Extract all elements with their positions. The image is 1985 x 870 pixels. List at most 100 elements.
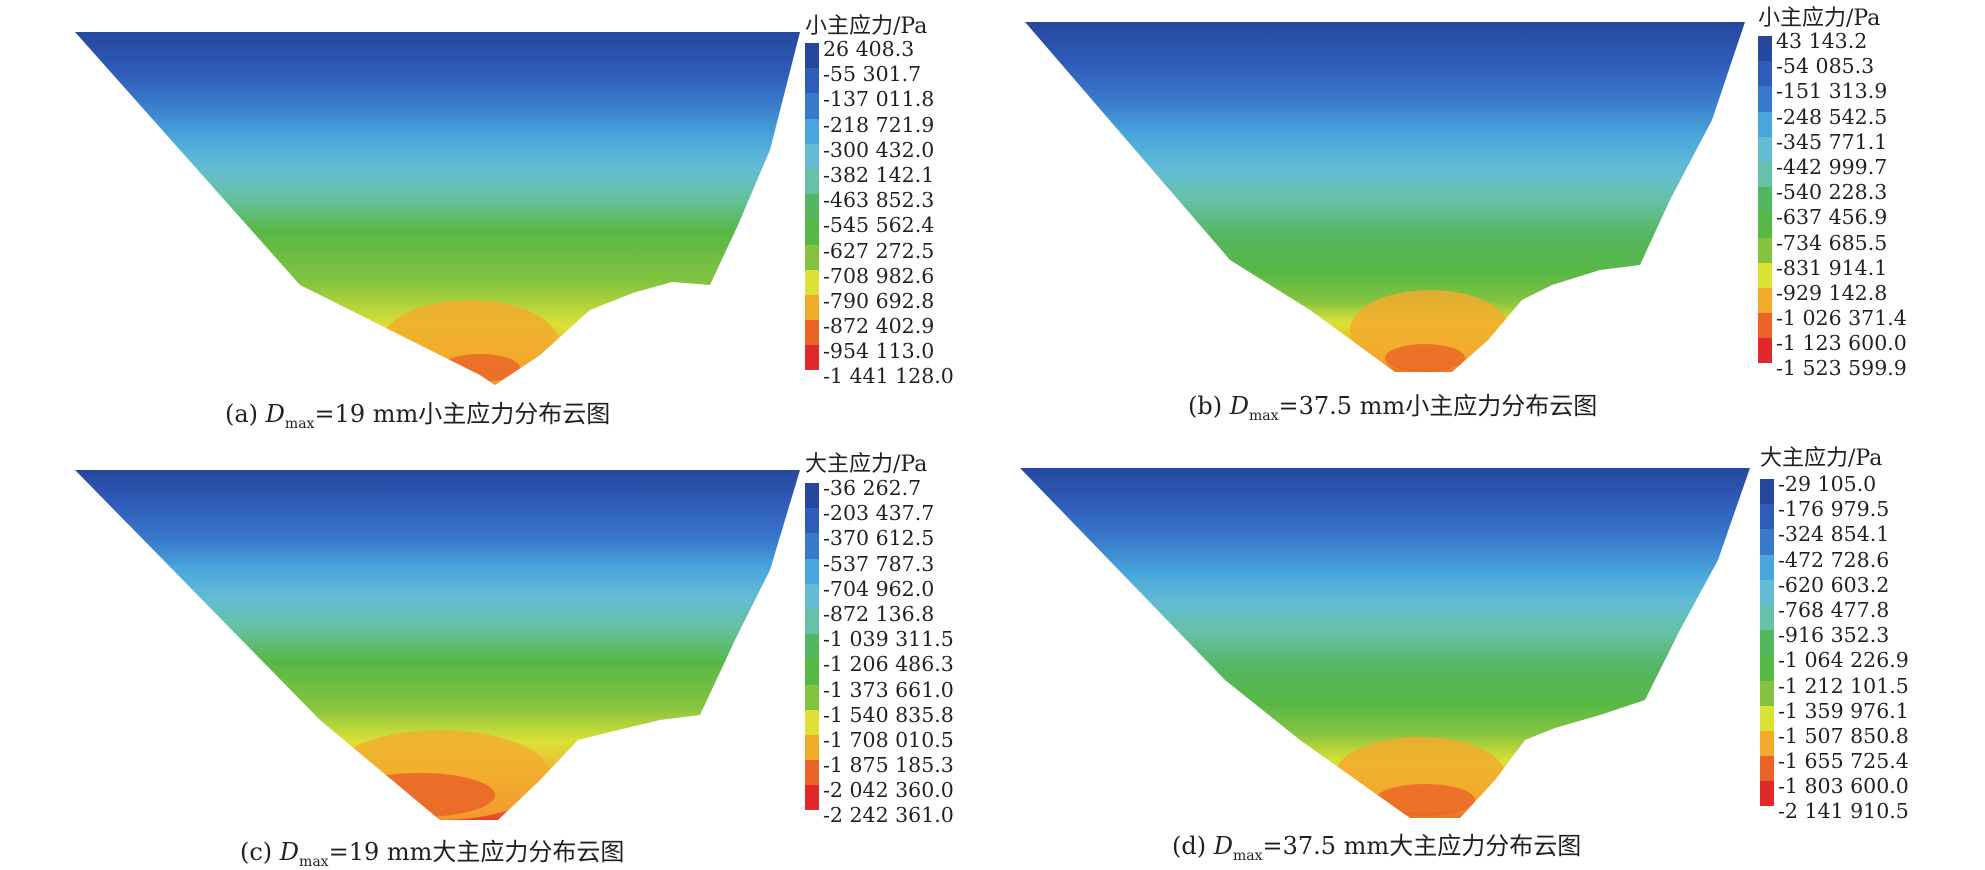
- legend-tick-label: -472 728.6: [1778, 547, 1890, 572]
- legend-tick-label: -704 962.0: [823, 576, 935, 601]
- legend-tick-label: -1 026 371.4: [1776, 306, 1907, 331]
- legend-tick-label: -1 507 850.8: [1778, 723, 1909, 748]
- legend-tick-label: -176 979.5: [1778, 497, 1890, 522]
- legend-swatch: [805, 508, 819, 534]
- legend-tick-label: -627 272.5: [823, 238, 935, 263]
- legend-swatch: [805, 118, 819, 144]
- legend-swatch: [1758, 287, 1772, 314]
- legend-swatch: [1758, 161, 1772, 188]
- legend-swatch: [1758, 111, 1772, 137]
- legend-swatch: [1760, 554, 1774, 580]
- legend-tick-label: -370 612.5: [823, 526, 935, 551]
- legend-swatch: [805, 785, 819, 811]
- legend-ticks-d: -29 105.0 -176 979.5 -324 854.1 -472 728.6-…: [1778, 472, 1909, 825]
- contour-peak-d: [1375, 784, 1475, 816]
- legend-swatch: [805, 68, 819, 94]
- legend-swatch: [805, 608, 819, 635]
- legend-tick-label: -1 359 976.1: [1778, 698, 1909, 723]
- legend-tick-label: -1 655 725.4: [1778, 749, 1909, 774]
- legend-title-c: 大主应力/Pa: [805, 452, 928, 477]
- legend-swatch: [1760, 604, 1774, 631]
- legend-title-a: 小主应力/Pa: [805, 14, 928, 39]
- legend-tick-label: -203 437.7: [823, 501, 935, 526]
- legend-colorbar-d: [1760, 479, 1774, 807]
- legend-tick-label: -872 402.9: [823, 314, 935, 339]
- legend-tick-label: -2 042 360.0: [823, 778, 954, 803]
- legend-tick-label: -1 212 101.5: [1778, 673, 1909, 698]
- legend-tick-label: -916 352.3: [1778, 623, 1890, 648]
- legend-tick-label: -218 721.9: [823, 112, 935, 137]
- legend-ticks-c: -36 262.7 -203 437.7 -370 612.5 -537 787.3-…: [823, 476, 954, 829]
- legend-swatch: [1760, 705, 1774, 731]
- legend-tick-label: -831 914.1: [1776, 255, 1888, 280]
- legend-swatch: [805, 709, 819, 735]
- legend-tick-label: -54 085.3: [1776, 54, 1875, 79]
- legend-swatch: [805, 244, 819, 270]
- legend-tick-label: -620 603.2: [1778, 572, 1890, 597]
- legend-swatch: [1758, 313, 1772, 339]
- legend-swatch: [805, 734, 819, 761]
- legend-tick-label: -55 301.7: [823, 62, 922, 87]
- legend-tick-label: -540 228.3: [1776, 180, 1888, 205]
- legend-swatch: [805, 483, 819, 509]
- legend-swatch: [805, 93, 819, 119]
- caption-d: (d) Dmax=37.5 mm大主应力分布云图: [1172, 832, 1582, 864]
- legend-swatch: [805, 659, 819, 685]
- legend-swatch: [805, 43, 819, 69]
- legend-colorbar-c: [805, 483, 819, 811]
- legend-tick-label: -1 039 311.5: [823, 627, 954, 652]
- legend-swatch: [805, 168, 819, 195]
- legend-tick-label: -151 313.9: [1776, 79, 1888, 104]
- legend-ticks-b: 43 143.2 -54 085.3 -151 313.9 -248 542.5 -34…: [1776, 29, 1907, 382]
- legend-tick-label: -1 875 185.3: [823, 753, 954, 778]
- legend-swatch: [1758, 237, 1772, 263]
- legend-tick-label: -1 064 226.9: [1778, 648, 1909, 673]
- legend-swatch: [1758, 86, 1772, 112]
- legend-swatch: [1760, 579, 1774, 605]
- legend-swatch: [805, 219, 819, 245]
- legend-title-d: 大主应力/Pa: [1760, 446, 1883, 471]
- legend-tick-label: -768 477.8: [1778, 597, 1890, 622]
- legend-tick-label: -2 141 910.5: [1778, 799, 1909, 824]
- legend-swatch: [805, 194, 819, 220]
- legend-tick-label: -463 852.3: [823, 188, 935, 213]
- legend-swatch: [1760, 529, 1774, 555]
- legend-swatch: [805, 143, 819, 169]
- legend-tick-label: -1 708 010.5: [823, 727, 954, 752]
- legend-tick-label: -545 562.4: [823, 213, 935, 238]
- legend-colorbar-b: [1758, 36, 1772, 364]
- legend-swatch: [805, 684, 819, 710]
- legend-tick-label: -1 523 599.9: [1776, 356, 1907, 381]
- legend-tick-label: -382 142.1: [823, 162, 935, 187]
- legend-tick-label: -29 105.0: [1778, 472, 1877, 496]
- legend-swatch: [1760, 479, 1774, 505]
- contour-hotspot-b: [1350, 290, 1510, 370]
- legend-swatch: [1760, 630, 1774, 656]
- caption-c: (c) Dmax=19 mm大主应力分布云图: [240, 838, 625, 870]
- legend-swatch: [805, 634, 819, 660]
- legend-swatch: [1758, 212, 1772, 238]
- legend-ticks-a: 26 408.3 -55 301.7 -137 011.8 -218 721.9 -30…: [823, 37, 954, 390]
- legend-tick-label: -790 692.8: [823, 288, 935, 313]
- legend-tick-label: -1 206 486.3: [823, 652, 954, 677]
- legend-tick-label: -248 542.5: [1776, 104, 1888, 129]
- legend-tick-label: -1 123 600.0: [1776, 331, 1907, 356]
- legend-swatch: [1760, 781, 1774, 807]
- legend-swatch: [1758, 61, 1772, 87]
- legend-swatch: [1758, 187, 1772, 213]
- legend-tick-label: -929 142.8: [1776, 280, 1888, 305]
- legend-colorbar-a: [805, 43, 819, 371]
- legend-tick-label: -2 242 361.0: [823, 803, 954, 828]
- legend-swatch: [805, 320, 819, 346]
- legend-swatch: [805, 533, 819, 559]
- legend-tick-label: -537 787.3: [823, 551, 935, 576]
- legend-swatch: [1760, 655, 1774, 681]
- legend-swatch: [1760, 504, 1774, 530]
- legend-tick-label: -1 373 661.0: [823, 677, 954, 702]
- legend-swatch: [1760, 730, 1774, 757]
- legend-tick-label: -345 771.1: [1776, 129, 1888, 154]
